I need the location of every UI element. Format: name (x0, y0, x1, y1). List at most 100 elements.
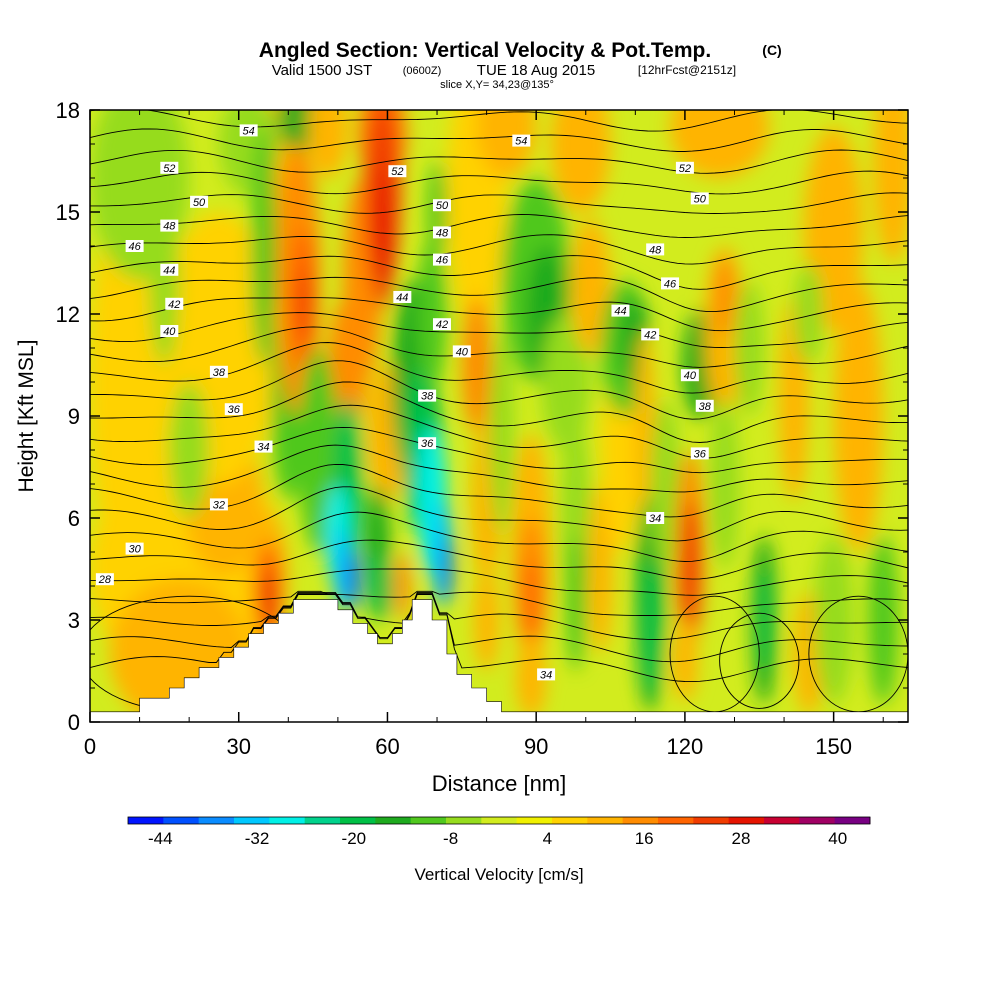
contour-label: 38 (418, 389, 437, 403)
potential-temperature-contours (90, 110, 908, 713)
contour-label: 46 (661, 277, 680, 290)
x-axis: 0 30 60 90 120 150 (84, 110, 884, 759)
velocity-cell (650, 399, 680, 569)
velocity-cell (523, 558, 539, 641)
colorbar-tick-label: -44 (148, 829, 173, 848)
contour-label: 52 (160, 161, 179, 175)
contour-label-text: 36 (228, 404, 241, 416)
chart-title: Angled Section: Vertical Velocity & Pot.… (259, 39, 711, 62)
colorbar-swatch (128, 817, 164, 824)
velocity-cell (670, 110, 770, 178)
colorbar-swatch (552, 817, 588, 824)
isentrope-line (90, 192, 908, 214)
chart-title-tag: (C) (762, 42, 781, 58)
contour-label-text: 40 (684, 370, 697, 382)
y-axis-label: Height [Kft MSL] (15, 340, 38, 493)
contour-label-text: 46 (436, 255, 449, 267)
contour-label-text: 52 (163, 163, 175, 175)
velocity-cell (149, 195, 180, 365)
velocity-cell (793, 263, 824, 365)
contour-label-text: 40 (163, 326, 176, 338)
velocity-cell (813, 535, 854, 705)
isentrope-line (90, 591, 908, 640)
contour-label-text: 46 (664, 278, 677, 290)
contour-label-text: 32 (213, 499, 225, 511)
contour-label: 46 (432, 253, 451, 267)
isentrope-line (90, 381, 908, 443)
colorbar-tick-label: -32 (245, 829, 270, 848)
colorbar-swatch (658, 817, 694, 824)
contour-label: 44 (393, 291, 412, 304)
contour-label: 30 (125, 542, 144, 556)
contour-label: 48 (160, 219, 179, 233)
x-tick-label: 60 (375, 734, 399, 759)
contour-label-text: 52 (391, 166, 403, 178)
colorbar-swatch (375, 817, 412, 824)
contour-label-text: 42 (168, 299, 180, 311)
x-axis-label: Distance [nm] (432, 771, 567, 796)
velocity-cell (461, 297, 492, 433)
colorbar-label: Vertical Velocity [cm/s] (414, 865, 583, 884)
contour-label-text: 48 (163, 221, 176, 233)
colorbar-swatch (198, 817, 235, 824)
velocity-cell (714, 256, 735, 338)
contour-label: 36 (690, 447, 709, 460)
contour-label-text: 48 (436, 227, 449, 239)
colorbar-swatch (269, 817, 306, 824)
contour-label-text: 50 (694, 193, 707, 205)
velocity-cell (873, 110, 908, 263)
velocity-cell (709, 399, 740, 569)
contour-label-text: 44 (396, 292, 408, 304)
velocity-cell (298, 348, 338, 552)
contour-label-text: 42 (644, 329, 656, 341)
colorbar-swatch (622, 817, 659, 824)
isentrope-line (90, 590, 908, 616)
colorbar-swatch (834, 817, 871, 824)
contour-label: 52 (388, 165, 407, 178)
contour-label-text: 34 (540, 669, 552, 681)
velocity-cell (394, 552, 411, 620)
contour-label: 36 (418, 437, 437, 450)
velocity-cell (308, 110, 348, 178)
contour-label-text: 38 (699, 401, 712, 413)
contour-label: 38 (209, 365, 228, 379)
velocity-cell (169, 382, 209, 518)
y-tick-label: 6 (68, 506, 80, 531)
isentrope-line (90, 234, 908, 265)
velocity-field (90, 110, 908, 722)
y-tick-label: 12 (56, 302, 80, 327)
velocity-cell (372, 552, 393, 620)
velocity-cell (758, 569, 771, 671)
subtitle-date: TUE 18 Aug 2015 (477, 62, 595, 79)
contour-label: 34 (646, 512, 665, 525)
velocity-cell (374, 164, 391, 287)
isentrope-line (90, 486, 908, 542)
isentrope-line (90, 297, 908, 332)
colorbar-swatch (340, 817, 376, 824)
y-tick-label: 18 (56, 98, 80, 123)
contour-label: 48 (432, 226, 451, 239)
x-tick-label: 90 (524, 734, 548, 759)
velocity-cell (868, 535, 899, 705)
isentrope-line (90, 360, 908, 420)
velocity-cell (489, 331, 514, 535)
contour-label: 48 (646, 243, 665, 256)
subtitle-slice: slice X,Y= 34,23@135° (440, 79, 554, 91)
contour-label: 50 (190, 195, 209, 209)
velocity-cell (679, 501, 700, 637)
velocity-cell (635, 331, 656, 535)
terrain-mask (90, 599, 908, 722)
contour-label-text: 34 (649, 513, 661, 525)
isentrope-line (90, 444, 908, 493)
y-tick-label: 9 (68, 404, 80, 429)
colorbar-swatch (410, 817, 447, 824)
velocity-cell (474, 569, 499, 671)
y-tick-label: 0 (68, 710, 80, 735)
colorbar-tick-label: 40 (828, 829, 847, 848)
isentrope-line (90, 149, 908, 174)
contour-label-text: 30 (128, 544, 141, 556)
contour-label: 32 (209, 498, 228, 511)
colorbar-swatch (234, 817, 270, 824)
isentrope-line (90, 426, 908, 474)
isentrope-line (90, 511, 908, 562)
